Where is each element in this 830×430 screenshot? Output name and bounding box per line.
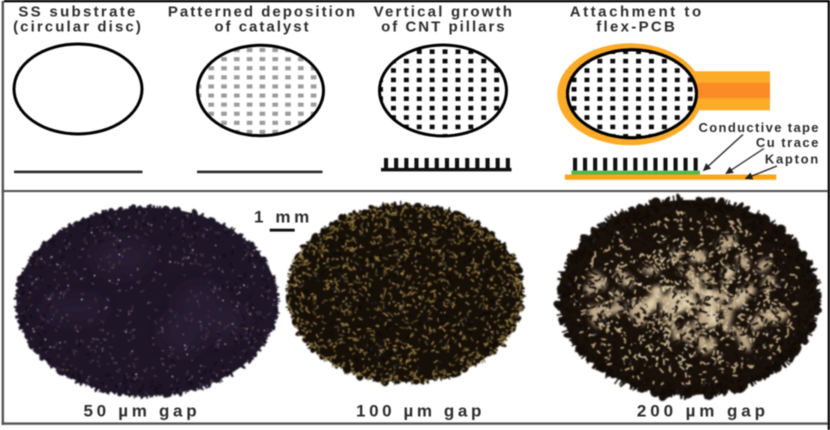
svg-text:of catalyst: of catalyst [214, 18, 310, 35]
svg-text:Vertical growth: Vertical growth [374, 3, 515, 20]
svg-text:1 mm: 1 mm [254, 208, 313, 227]
svg-text:Cu trace: Cu trace [756, 135, 820, 150]
svg-text:flex-PCB: flex-PCB [596, 18, 677, 35]
svg-text:(circular disc): (circular disc) [13, 18, 143, 35]
svg-text:Attachment to: Attachment to [570, 3, 704, 20]
svg-text:SS substrate: SS substrate [18, 3, 137, 20]
svg-text:of CNT pillars: of CNT pillars [381, 18, 507, 35]
svg-text:100 µm gap: 100 µm gap [356, 402, 485, 421]
svg-text:Kapton: Kapton [765, 152, 820, 167]
svg-text:200 µm gap: 200 µm gap [637, 402, 769, 421]
svg-text:Patterned deposition: Patterned deposition [168, 3, 357, 20]
svg-text:50 µm gap: 50 µm gap [84, 402, 201, 421]
svg-text:Conductive tape: Conductive tape [699, 120, 820, 135]
